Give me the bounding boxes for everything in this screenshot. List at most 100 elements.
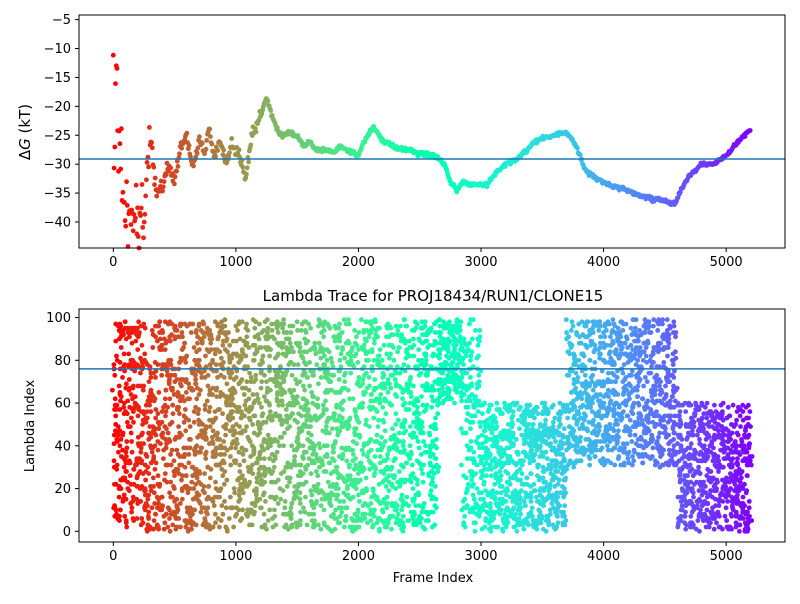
lambda-point: [354, 334, 359, 339]
lambda-point: [182, 420, 187, 425]
lambda-point: [332, 458, 337, 463]
lambda-point: [522, 527, 527, 532]
lambda-point: [168, 529, 173, 534]
lambda-point: [389, 386, 394, 391]
lambda-point: [543, 418, 548, 423]
lambda-point: [562, 503, 567, 508]
lambda-point: [456, 352, 461, 357]
y-tick-label: −5: [52, 13, 71, 28]
lambda-point: [252, 448, 257, 453]
lambda-point: [174, 448, 179, 453]
lambda-point: [289, 505, 294, 510]
lambda-point: [411, 337, 416, 342]
lambda-point: [423, 319, 428, 324]
lambda-point: [556, 482, 561, 487]
lambda-point: [352, 431, 357, 436]
lambda-point: [548, 482, 553, 487]
lambda-point: [168, 452, 173, 457]
lambda-point: [608, 334, 613, 339]
lambda-point: [446, 345, 451, 350]
lambda-point: [542, 401, 547, 406]
lambda-point: [126, 424, 131, 429]
lambda-point: [275, 326, 280, 331]
lambda-point: [117, 384, 122, 389]
lambda-point: [280, 388, 285, 393]
lambda-point: [281, 322, 286, 327]
lambda-point: [392, 476, 397, 481]
lambda-point: [309, 493, 314, 498]
lambda-point: [130, 505, 135, 510]
lambda-point: [571, 324, 576, 329]
lambda-point: [500, 501, 505, 506]
lambda-point: [357, 525, 362, 530]
lambda-point: [449, 396, 454, 401]
lambda-point: [318, 527, 323, 532]
lambda-point: [238, 379, 243, 384]
lambda-point: [157, 482, 162, 487]
lambda-point: [533, 439, 538, 444]
lambda-point: [525, 433, 530, 438]
lambda-point: [335, 345, 340, 350]
lambda-point: [385, 501, 390, 506]
lambda-point: [419, 394, 424, 399]
lambda-point: [464, 431, 469, 436]
lambda-point: [345, 426, 350, 431]
lambda-point: [407, 478, 412, 483]
lambda-point: [213, 480, 218, 485]
lambda-point: [393, 508, 398, 513]
lambda-point: [321, 403, 326, 408]
lambda-point: [327, 431, 332, 436]
lambda-point: [423, 527, 428, 532]
lambda-point: [406, 503, 411, 508]
lambda-point: [506, 471, 511, 476]
lambda-point: [176, 334, 181, 339]
lambda-point: [348, 473, 353, 478]
lambda-point: [460, 345, 465, 350]
lambda-point: [220, 473, 225, 478]
lambda-point: [340, 416, 345, 421]
lambda-point: [331, 373, 336, 378]
lambda-point: [225, 337, 230, 342]
lambda-point: [225, 381, 230, 386]
lambda-point: [376, 418, 381, 423]
lambda-point: [128, 473, 133, 478]
lambda-point: [419, 516, 424, 521]
lambda-point: [291, 349, 296, 354]
lambda-point: [209, 337, 214, 342]
lambda-point: [434, 426, 439, 431]
lambda-point: [406, 518, 411, 523]
lambda-point: [228, 454, 233, 459]
lambda-point: [347, 322, 352, 327]
lambda-point: [546, 409, 551, 414]
lambda-point: [330, 360, 335, 365]
lambda-point: [230, 396, 235, 401]
lambda-point: [431, 452, 436, 457]
lambda-point: [434, 446, 439, 451]
lambda-point: [172, 486, 177, 491]
lambda-point: [222, 499, 227, 504]
lambda-point: [266, 518, 271, 523]
lambda-point: [424, 352, 429, 357]
lambda-point: [124, 439, 129, 444]
lambda-point: [372, 471, 377, 476]
lambda-point: [305, 463, 310, 468]
lambda-point: [146, 516, 151, 521]
lambda-point: [284, 352, 289, 357]
delta-g-point: [207, 126, 212, 131]
lambda-point: [510, 420, 515, 425]
lambda-point: [131, 420, 136, 425]
delta-g-point: [176, 164, 181, 169]
lambda-point: [540, 516, 545, 521]
lambda-point: [500, 411, 505, 416]
delta-g-point: [144, 177, 149, 182]
lambda-point: [419, 371, 424, 376]
lambda-point: [582, 418, 587, 423]
delta-g-point: [215, 148, 220, 153]
lambda-point: [477, 379, 482, 384]
lambda-point: [267, 508, 272, 513]
lambda-point: [571, 428, 576, 433]
lambda-point: [461, 362, 466, 367]
lambda-point: [404, 461, 409, 466]
lambda-point: [362, 343, 367, 348]
lambda-point: [360, 381, 365, 386]
